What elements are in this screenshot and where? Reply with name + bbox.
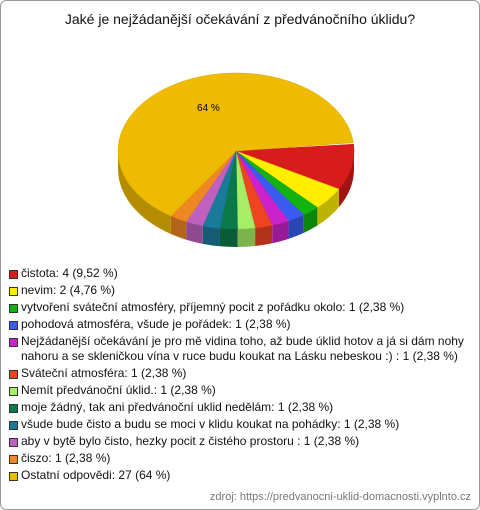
legend-label: čistota: 4 (9,52 %)	[21, 266, 118, 280]
legend-item: Ostatní odpovědi: 27 (64 %)	[9, 468, 464, 483]
legend-swatch	[9, 338, 18, 347]
legend-item: čiszo: 1 (2,38 %)	[9, 451, 464, 466]
legend-swatch	[9, 270, 18, 279]
slice-side	[303, 207, 318, 233]
legend-label: Ostatní odpovědi: 27 (64 %)	[21, 468, 171, 482]
legend-item: Sváteční atmosféra: 1 (2,38 %)	[9, 366, 464, 381]
legend-label: moje žádný, tak ani předvánoční uklid ne…	[21, 400, 334, 414]
slice-side	[219, 228, 238, 247]
legend-item: Nemít předvánoční úklid.: 1 (2,38 %)	[9, 383, 464, 398]
legend-swatch	[9, 421, 18, 430]
slice-side	[288, 214, 304, 239]
legend-label: Sváteční atmosféra: 1 (2,38 %)	[21, 366, 187, 380]
legend-label: Nejžádanější očekávání je pro mě vidina …	[21, 334, 464, 363]
legend-label: nevim: 2 (4,76 %)	[21, 283, 116, 297]
slice-side	[237, 227, 256, 247]
slice-side	[118, 151, 171, 235]
legend-swatch	[9, 287, 18, 296]
legend-label: Nemít předvánoční úklid.: 1 (2,38 %)	[21, 383, 216, 397]
pie-chart: 64 %	[117, 72, 355, 247]
chart-title: Jaké je nejžádanější očekávání z předván…	[64, 11, 416, 27]
legend-swatch	[9, 321, 18, 330]
legend-swatch	[9, 404, 18, 413]
legend-label: vytvoření sváteční atmosféry, příjemný p…	[21, 300, 405, 314]
legend-label: všude bude čisto a budu se moci v klidu …	[21, 417, 400, 431]
legend-swatch	[9, 304, 18, 313]
legend-item: nevim: 2 (4,76 %)	[9, 283, 464, 298]
slice-label: 64 %	[197, 103, 220, 114]
legend-item: všude bude čisto a budu se moci v klidu …	[9, 417, 464, 432]
legend: čistota: 4 (9,52 %) nevim: 2 (4,76 %) vytv…	[9, 266, 464, 485]
legend-swatch	[9, 387, 18, 396]
slice-side	[186, 221, 203, 244]
legend-item: moje žádný, tak ani předvánoční uklid ne…	[9, 400, 464, 415]
slice-side	[202, 225, 220, 247]
legend-swatch	[9, 472, 18, 481]
slice	[117, 72, 354, 217]
legend-label: pohodová atmosféra, všude je pořádek: 1 …	[21, 317, 291, 331]
slice-side	[338, 151, 354, 208]
slice-side	[272, 220, 289, 244]
legend-swatch	[9, 370, 18, 379]
legend-item: vytvoření sváteční atmosféry, příjemný p…	[9, 300, 464, 315]
slice-side	[170, 216, 187, 240]
source: zdroj: https://predvanocni-uklid-domacno…	[209, 491, 471, 503]
legend-label: čiszo: 1 (2,38 %)	[21, 451, 111, 465]
legend-item: pohodová atmosféra, všude je pořádek: 1 …	[9, 317, 464, 332]
legend-item: aby v bytě bylo čisto, hezky pocit z čis…	[9, 434, 464, 449]
slice-side	[255, 225, 273, 246]
legend-label: aby v bytě bylo čisto, hezky pocit z čis…	[21, 434, 360, 448]
legend-swatch	[9, 438, 18, 447]
legend-item: čistota: 4 (9,52 %)	[9, 266, 464, 281]
slice-side	[317, 189, 339, 226]
legend-item: Nejžádanější očekávání je pro mě vidina …	[9, 334, 464, 364]
legend-swatch	[9, 455, 18, 464]
